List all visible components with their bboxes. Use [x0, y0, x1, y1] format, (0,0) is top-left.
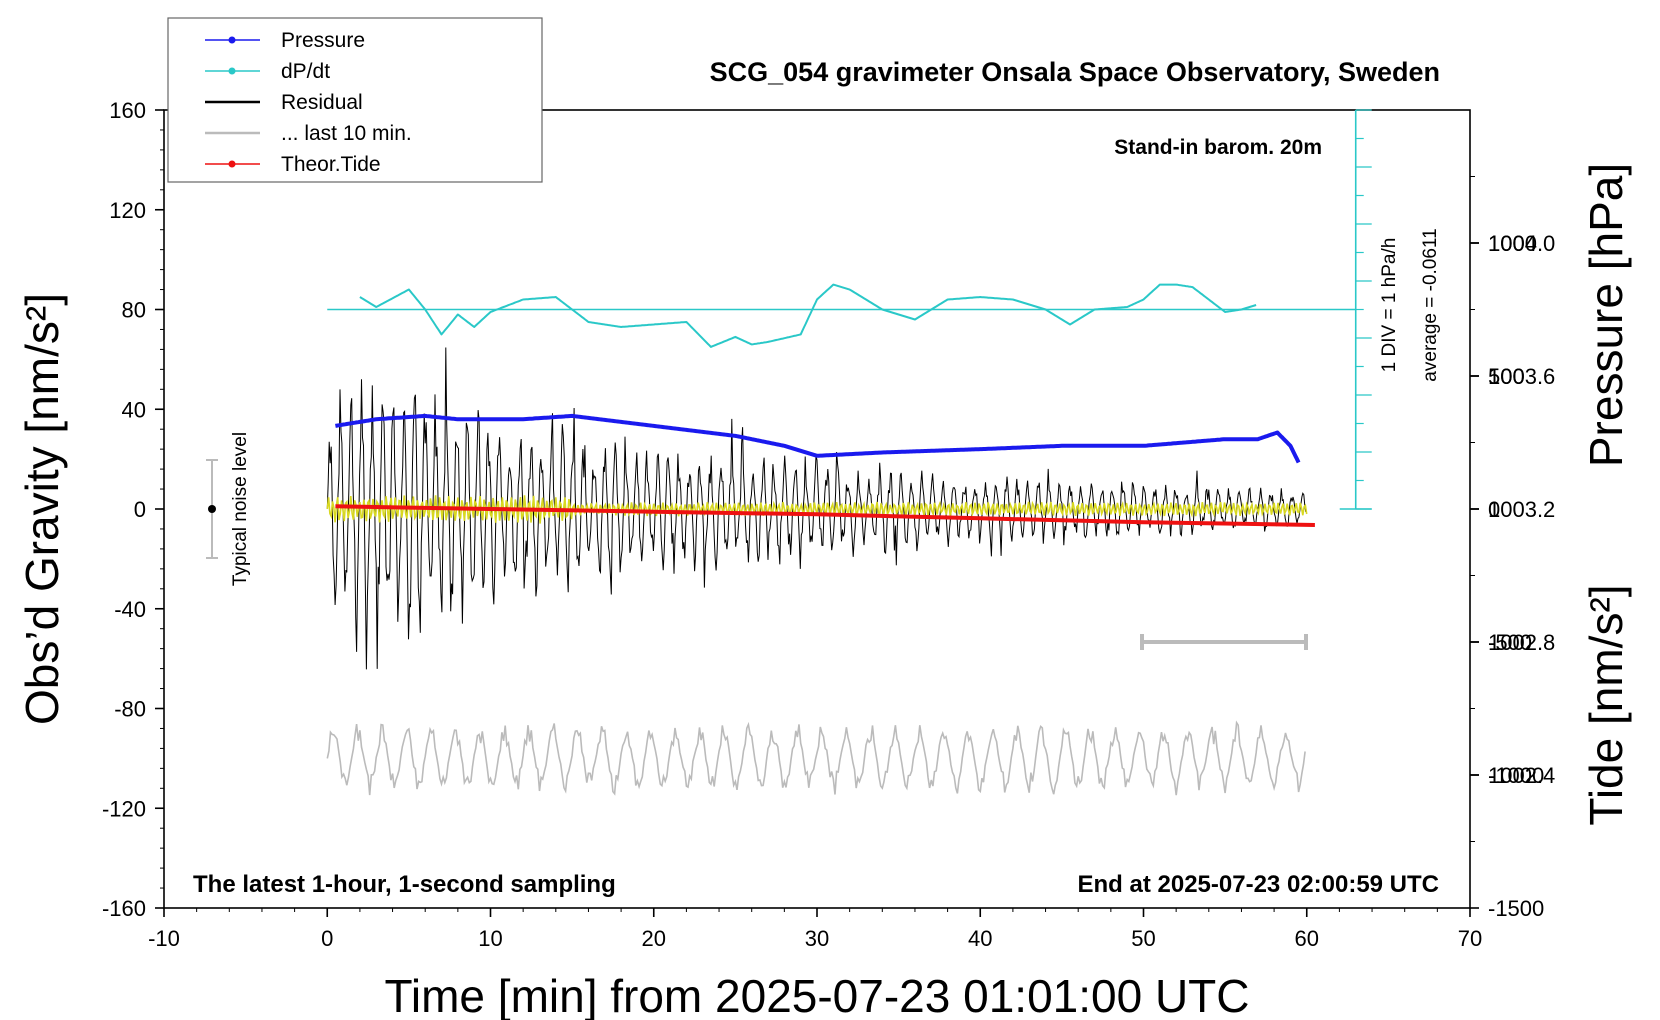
tide-axis-title: Tide [nm/s²] — [1580, 584, 1632, 825]
x-tick-label: 40 — [968, 926, 992, 951]
tide-tick-label: 1000 — [1488, 231, 1537, 256]
series-dpdt-line — [359, 283, 1257, 348]
legend-marker — [228, 36, 236, 44]
legend: Pressure dP/dt Residual ... last 10 min. The… — [167, 17, 543, 183]
x-tick-label: 70 — [1458, 926, 1482, 951]
y-tick-label: 120 — [109, 198, 146, 223]
chart-title: SCG_054 gravimeter Onsala Space Observat… — [710, 57, 1440, 87]
pressure-tick-label: 1002.4 — [1488, 763, 1555, 788]
series-layer — [326, 283, 1356, 796]
pressure-tick-label: 1002.8 — [1488, 630, 1555, 655]
legend-label: dP/dt — [281, 60, 330, 83]
series-pressure-line — [335, 413, 1301, 464]
barometer-note: Stand-in barom. 20m — [1114, 136, 1322, 159]
pressure-axis-ticks: 1004.0 1003.6 1003.2 1002.8 1002.4 — [1470, 176, 1555, 842]
ten-minute-bar — [1140, 634, 1308, 650]
y-tick-label: 80 — [122, 298, 146, 323]
end-time-note: End at 2025-07-23 02:00:59 UTC — [1078, 871, 1440, 898]
x-tick-label: 20 — [642, 926, 666, 951]
y-tick-label: -40 — [114, 597, 146, 622]
x-tick-label: -10 — [148, 926, 180, 951]
y-tick-label: -120 — [102, 796, 146, 821]
tide-tick-label: 500 — [1488, 364, 1525, 389]
legend-label: Residual — [281, 91, 363, 114]
legend-marker — [228, 160, 236, 168]
div-note: 1 DIV = 1 hPa/h — [1379, 238, 1400, 373]
tide-tick-label: -1500 — [1488, 896, 1544, 921]
tide-tick-label: 0 — [1488, 497, 1500, 522]
x-axis-ticks: -10 0 10 20 30 40 50 60 70 — [148, 908, 1482, 951]
series-last10-line — [326, 720, 1306, 796]
y-tick-label: 160 — [109, 98, 146, 123]
y-axis-ticks: 160 120 80 40 0 -40 -80 -120 -160 — [102, 98, 164, 921]
pressure-tick-label: 1003.2 — [1488, 497, 1555, 522]
pressure-tick-label: 1003.6 — [1488, 364, 1555, 389]
sampling-note: The latest 1-hour, 1-second sampling — [193, 871, 616, 898]
legend-label: ... last 10 min. — [281, 122, 412, 145]
y-tick-label: 0 — [134, 497, 146, 522]
y-tick-label: -80 — [114, 697, 146, 722]
tide-tick-label: -1000 — [1488, 763, 1544, 788]
average-note: average = -0.0611 — [1420, 228, 1441, 381]
tide-axis-ticks: 1000 500 0 -500 -1000 -1500 — [1470, 231, 1544, 921]
series-tide-line — [335, 504, 1315, 527]
tide-tick-label: -500 — [1488, 630, 1532, 655]
x-axis-title: Time [min] from 2025-07-23 01:01:00 UTC — [385, 970, 1250, 1020]
y-tick-label: -160 — [102, 896, 146, 921]
legend-box — [167, 17, 543, 183]
x-tick-label: 0 — [321, 926, 333, 951]
x-tick-label: 50 — [1131, 926, 1155, 951]
x-tick-label: 30 — [805, 926, 829, 951]
legend-marker — [228, 67, 236, 75]
legend-label: Theor.Tide — [281, 153, 381, 176]
noise-level-marker — [206, 459, 218, 559]
pressure-tick-label: 1004.0 — [1488, 231, 1555, 256]
x-tick-label: 60 — [1295, 926, 1319, 951]
series-residual-line — [326, 347, 1307, 670]
y-axis-title: Obs’d Gravity [nm/s²] — [16, 293, 68, 725]
legend-label: Pressure — [281, 29, 365, 52]
noise-level-label: Typical noise level — [230, 432, 251, 586]
pressure-axis-title: Pressure [hPa] — [1580, 163, 1632, 467]
x-tick-label: 10 — [478, 926, 502, 951]
y-tick-label: 40 — [122, 397, 146, 422]
